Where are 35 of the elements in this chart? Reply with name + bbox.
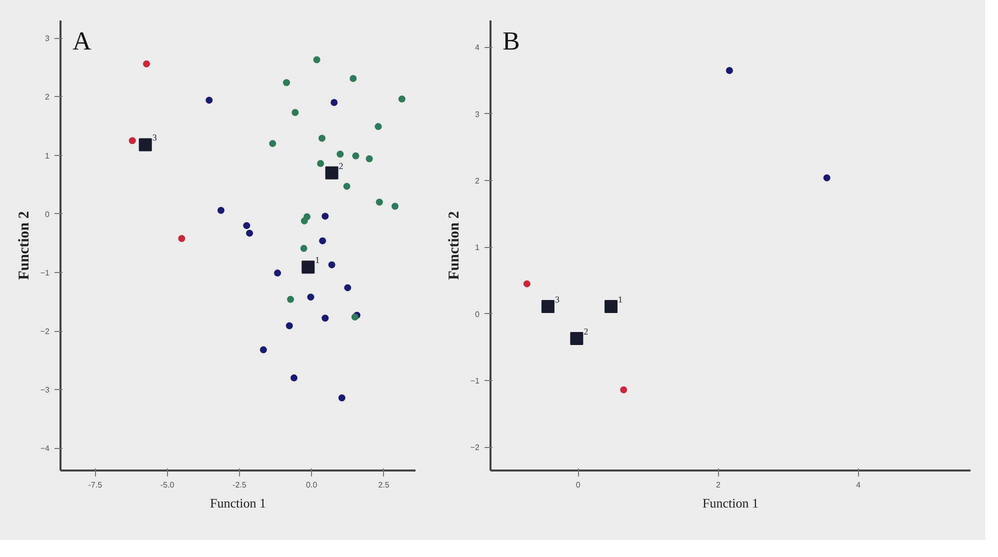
annotation: 3 [152, 132, 158, 143]
x-tick-label: -7.5 [88, 480, 103, 490]
annotation: 2 [338, 160, 344, 171]
y-tick-label: 2 [45, 92, 50, 102]
y-axis-title: Function 2 [16, 211, 32, 280]
y-axis-title: Function 2 [446, 211, 462, 280]
y-tick-label: 1 [45, 151, 50, 160]
annotation: 2 [584, 326, 588, 336]
y-tick-label: 3 [475, 110, 480, 119]
y-tick-label: −4 [40, 444, 50, 454]
annotation: 3 [554, 294, 560, 304]
y-tick-label: 4 [475, 43, 480, 52]
annotation: 1 [618, 294, 623, 304]
annotation: 1 [315, 255, 320, 266]
y-tick-label: 1 [475, 243, 480, 252]
x-tick-label: 2.5 [378, 480, 390, 490]
x-tick-label: 2 [716, 480, 722, 490]
x-tick-label: -5.0 [160, 480, 175, 490]
y-tick-label: −2 [470, 443, 480, 452]
x-tick-label: -2.5 [232, 480, 247, 490]
y-tick-label: 3 [45, 34, 50, 44]
x-tick-label: 4 [856, 480, 862, 490]
y-tick-label: 0 [45, 210, 50, 219]
chart-title: A [72, 26, 92, 56]
x-tick-label: 0.0 [306, 480, 318, 490]
x-axis-title: Function 1 [702, 496, 758, 510]
y-tick-label: 2 [475, 176, 480, 186]
x-tick-label: 0 [576, 480, 581, 490]
y-tick-label: −3 [40, 386, 50, 395]
y-tick-label: −1 [470, 376, 480, 386]
x-axis-title: Function 1 [210, 496, 266, 510]
y-tick-label: −2 [40, 327, 50, 336]
chart-title: B [502, 26, 520, 56]
y-tick-label: −1 [40, 268, 50, 278]
y-tick-label: 0 [475, 310, 480, 319]
